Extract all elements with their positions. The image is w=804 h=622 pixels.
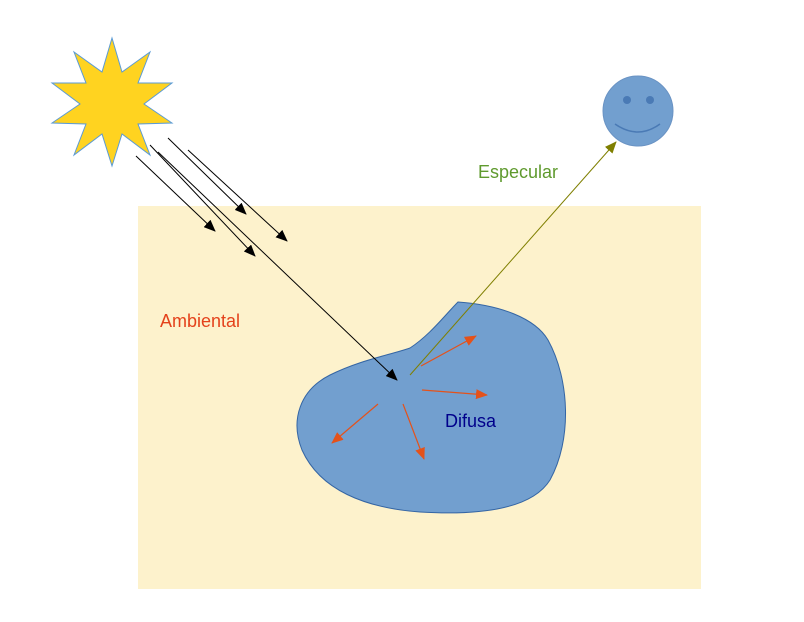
incident-ray bbox=[135, 155, 216, 232]
incident-ray bbox=[149, 144, 256, 257]
incident-ray bbox=[167, 137, 247, 215]
diffuse-arrow bbox=[421, 389, 488, 400]
specular-reflection-arrow bbox=[409, 141, 617, 376]
diffuse-surface-blob bbox=[296, 301, 567, 514]
sun-icon bbox=[50, 36, 174, 168]
incident-light-rays bbox=[135, 137, 398, 381]
diffuse-scatter-arrows bbox=[331, 335, 488, 460]
diffuse-arrow bbox=[402, 403, 425, 460]
diffuse-arrow bbox=[331, 403, 379, 444]
specular-label: Especular bbox=[478, 162, 558, 182]
ambient-label: Ambiental bbox=[160, 311, 240, 331]
incident-ray-main bbox=[157, 151, 398, 381]
diffuse-label: Difusa bbox=[445, 411, 497, 431]
incident-ray bbox=[187, 149, 288, 242]
smiley-face-icon bbox=[602, 75, 674, 147]
diffuse-arrow bbox=[420, 335, 477, 367]
